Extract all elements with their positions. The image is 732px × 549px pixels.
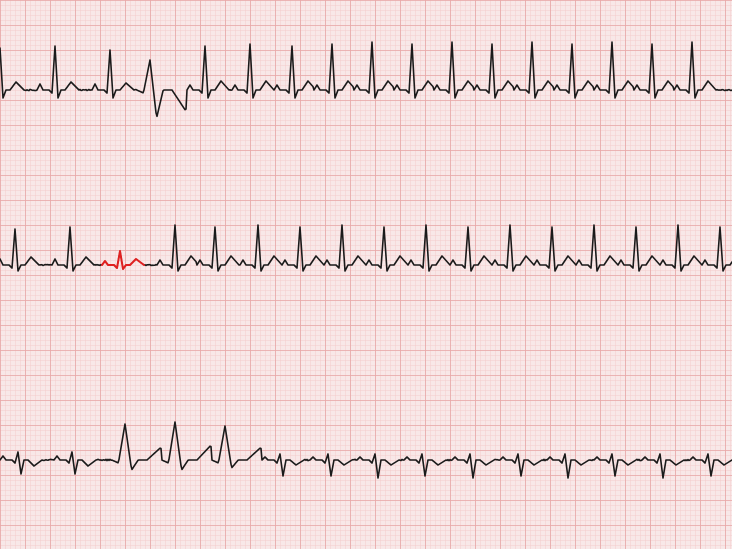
ecg-strip-chart xyxy=(0,0,732,549)
